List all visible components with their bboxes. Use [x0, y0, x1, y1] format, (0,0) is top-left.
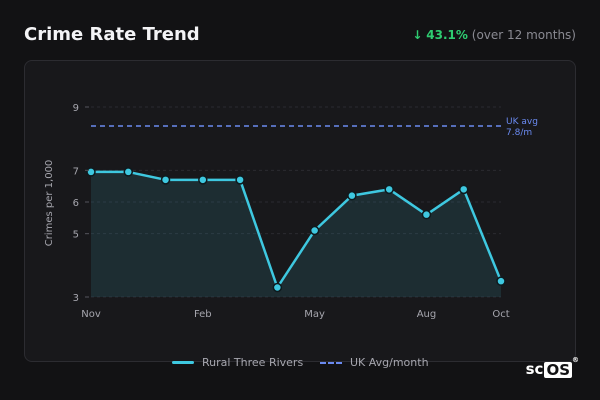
x-axis-ticks: Nov Feb May Aug Oct	[81, 309, 509, 320]
legend-swatch-solid	[172, 361, 194, 364]
data-point-jun[interactable]	[347, 190, 357, 201]
data-point-aug[interactable]	[421, 209, 432, 220]
data-point-jan[interactable]	[160, 175, 171, 185]
data-points	[86, 167, 506, 293]
data-point-nov[interactable]	[86, 167, 96, 177]
grid-layer	[91, 106, 501, 298]
data-point-apr[interactable]	[272, 282, 283, 293]
reference-label-line2: 7.8/m	[506, 128, 532, 138]
reference-label-line1: UK avg	[506, 117, 538, 127]
logo-highlight: OS	[544, 361, 572, 379]
y-tick-label-7: 7	[73, 166, 79, 177]
change-period: (over 12 months)	[471, 28, 576, 42]
x-tick-label-feb: Feb	[194, 309, 212, 320]
y-axis-ticks: 3 5 6 7 9	[73, 103, 89, 304]
legend-swatch-dashed	[320, 361, 342, 364]
y-tick-label-3: 3	[73, 293, 79, 304]
data-point-oct[interactable]	[496, 276, 506, 286]
logo-text: sc	[525, 360, 544, 378]
brand-logo: sc OS ®	[525, 356, 579, 379]
data-point-mar[interactable]	[235, 175, 245, 185]
down-arrow-icon: ↓	[412, 28, 423, 42]
y-tick-label-6: 6	[73, 198, 79, 209]
series-area-fill	[91, 171, 501, 297]
x-tick-label-may: May	[304, 309, 325, 320]
legend-label-series: Rural Three Rivers	[202, 356, 304, 369]
chart-title: Crime Rate Trend	[24, 24, 200, 45]
legend-label-reference: UK Avg/month	[350, 356, 429, 369]
x-tick-label-aug: Aug	[417, 309, 437, 320]
data-point-sep[interactable]	[458, 184, 469, 195]
x-tick-label-nov: Nov	[81, 309, 101, 320]
y-tick-label-9: 9	[73, 103, 79, 114]
legend-item-uk-avg[interactable]: UK Avg/month	[320, 356, 429, 369]
change-value: 43.1%	[426, 28, 468, 42]
y-axis-label: Crimes per 1,000	[44, 160, 55, 247]
data-point-dec[interactable]	[123, 167, 134, 177]
x-tick-label-oct: Oct	[492, 309, 509, 320]
chart-header: Crime Rate Trend ↓ 43.1% (over 12 months…	[24, 24, 576, 50]
data-point-feb[interactable]	[198, 175, 208, 185]
y-tick-label-5: 5	[73, 230, 79, 241]
chart-legend: Rural Three Rivers UK Avg/month	[0, 356, 600, 370]
change-indicator: ↓ 43.1% (over 12 months)	[412, 28, 576, 42]
series-line-rural-three-rivers	[91, 170, 503, 289]
data-point-may[interactable]	[309, 225, 320, 236]
data-point-jul[interactable]	[384, 184, 394, 195]
legend-item-rural-three-rivers[interactable]: Rural Three Rivers	[172, 356, 303, 369]
chart-panel	[24, 60, 576, 362]
registered-mark: ®	[572, 356, 579, 364]
